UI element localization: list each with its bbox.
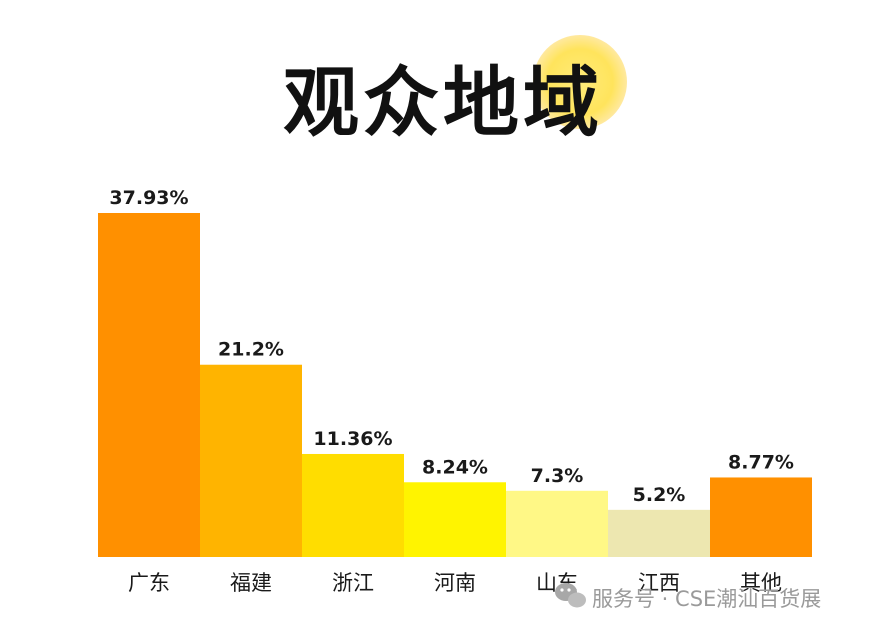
wechat-icon (555, 583, 586, 608)
value-label-1: 37.93% (109, 187, 188, 209)
title-sun-decoration (533, 35, 627, 129)
chart-title: 观众地域 (283, 58, 603, 147)
category-label-6: 江西 (638, 571, 680, 595)
bar-1 (98, 213, 200, 557)
value-label-2: 21.2% (218, 339, 284, 361)
value-labels-layer: 37.93% 21.2% 11.36% 8.24% 7.3% 5.2% 8.77% (109, 187, 794, 506)
bar-2 (200, 364, 302, 557)
category-label-1: 广东 (128, 571, 170, 595)
category-label-4: 河南 (434, 571, 476, 595)
watermark: 服务号 · CSE潮汕百货展 (555, 583, 821, 611)
value-label-6: 5.2% (633, 484, 686, 506)
value-label-7: 8.77% (728, 451, 794, 473)
category-label-3: 浙江 (332, 571, 374, 595)
value-label-3: 11.36% (313, 428, 392, 450)
bar-4 (404, 482, 506, 557)
watermark-text: 服务号 · CSE潮汕百货展 (592, 587, 821, 611)
category-label-2: 福建 (230, 571, 272, 595)
bar-7 (710, 477, 812, 557)
bars-layer (98, 213, 812, 557)
bar-3 (302, 453, 404, 557)
category-label-7: 其他 (740, 571, 782, 595)
bar-5 (506, 490, 608, 557)
category-labels-layer: 广东 福建 浙江 河南 山东 江西 其他 (128, 571, 782, 595)
bar-6 (608, 509, 710, 557)
value-label-5: 7.3% (531, 465, 584, 487)
value-label-4: 8.24% (422, 456, 488, 478)
